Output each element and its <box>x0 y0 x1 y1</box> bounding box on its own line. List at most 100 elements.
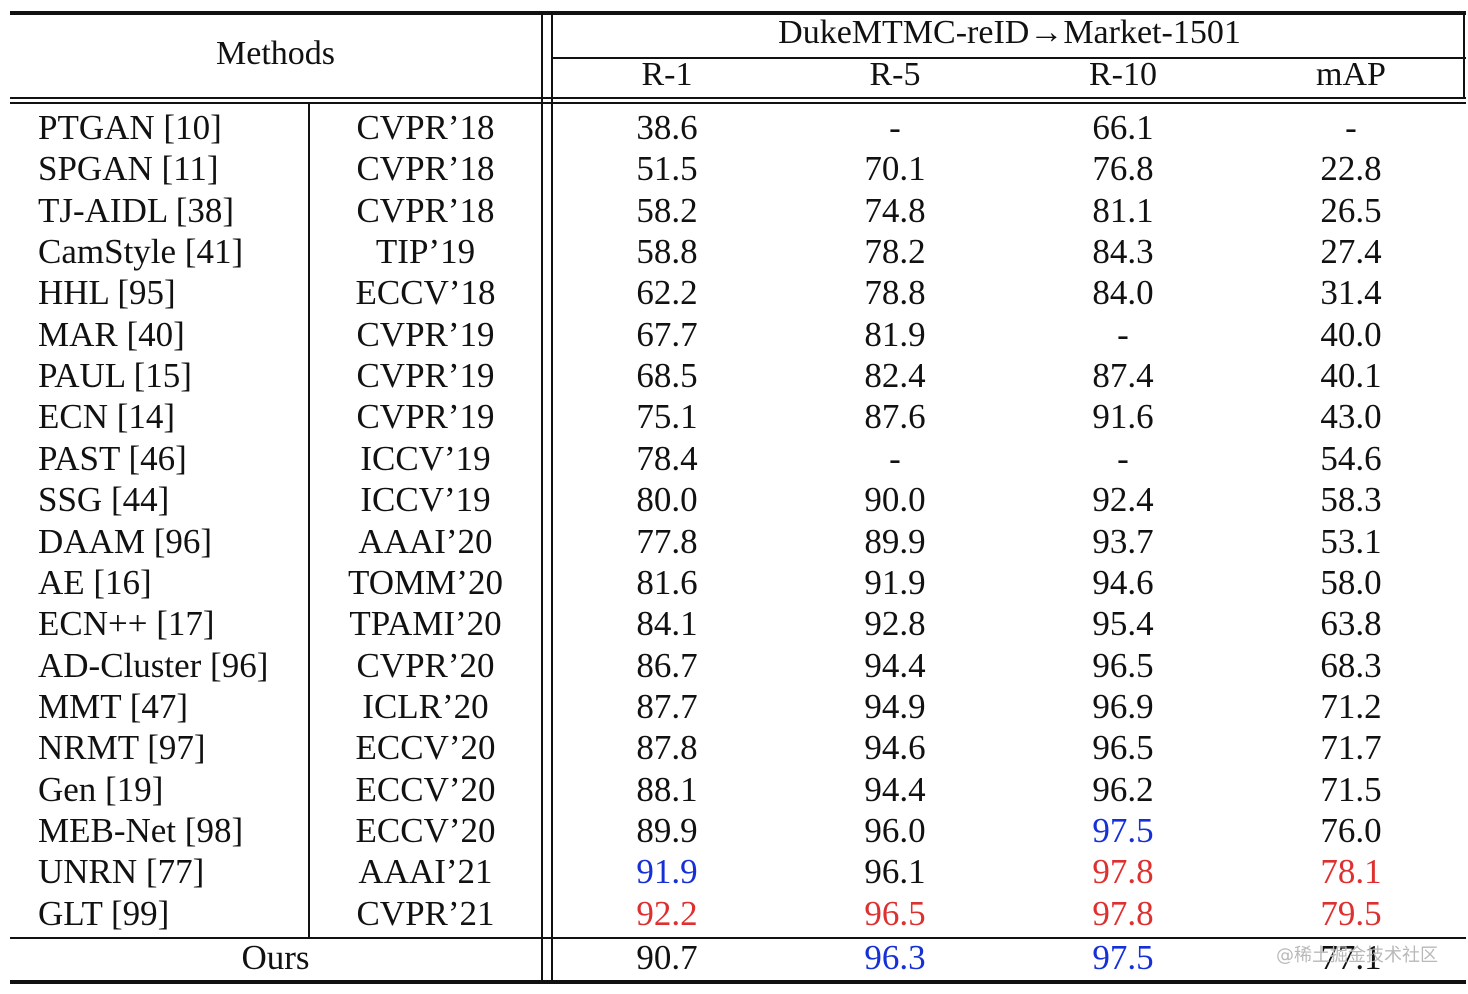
cell-venue: CVPR’18 <box>356 108 495 147</box>
cell-method: ECN++ [17] <box>38 604 215 644</box>
bottom-rule <box>10 980 1466 984</box>
cell-map: 71.2 <box>1320 686 1382 726</box>
cell-venue: CVPR’20 <box>356 645 495 685</box>
cell-r5: 78.2 <box>864 232 926 272</box>
cell-method: PAUL [15] <box>38 356 192 396</box>
cell-r5: 74.8 <box>864 190 926 230</box>
cell-r10: 95.4 <box>1092 604 1154 644</box>
cell-r5: - <box>889 108 901 147</box>
header-rule-2 <box>10 102 1466 104</box>
cell-method: DAAM [96] <box>38 521 213 561</box>
cell-r10: 96.5 <box>1092 728 1154 768</box>
cell-venue: ECCV’20 <box>355 769 496 809</box>
cell-r1: 75.1 <box>636 397 698 437</box>
cell-r10: 96.5 <box>1092 645 1154 685</box>
cell-r5: 90.0 <box>864 480 926 520</box>
cell-r5: 89.9 <box>864 521 926 561</box>
cell-method: Gen [19] <box>38 769 164 809</box>
cell-r5: 70.1 <box>864 149 926 189</box>
ours-map: 77.1 <box>1320 938 1382 977</box>
cell-venue: ICCV’19 <box>360 438 491 478</box>
cell-map: 71.5 <box>1320 769 1382 809</box>
cell-r10: 92.4 <box>1092 480 1154 520</box>
cell-r1: 51.5 <box>636 149 698 189</box>
cell-method: NRMT [97] <box>38 728 206 768</box>
cell-r5: - <box>889 438 901 478</box>
cell-method: CamStyle [41] <box>38 232 244 272</box>
metric-header-r1: R-1 <box>641 56 693 93</box>
cell-method: TJ-AIDL [38] <box>38 190 235 230</box>
cell-r1: 78.4 <box>636 438 698 478</box>
cell-r5: 96.0 <box>864 810 926 850</box>
cell-r5: 92.8 <box>864 604 926 644</box>
cell-r1: 89.9 <box>636 810 698 850</box>
cell-r10: 97.8 <box>1092 852 1154 892</box>
cell-r5: 82.4 <box>864 356 926 396</box>
cell-r1: 77.8 <box>636 521 698 561</box>
dataset-header: DukeMTMC-reID→Market-1501 <box>778 14 1241 51</box>
venue-divider <box>308 104 310 937</box>
cell-map: 40.0 <box>1320 314 1382 354</box>
ours-method: Ours <box>241 938 310 977</box>
cell-r10: 84.0 <box>1092 273 1154 313</box>
cell-venue: CVPR’18 <box>356 149 495 189</box>
cell-method: MAR [40] <box>38 314 185 354</box>
cell-r10: 76.8 <box>1092 149 1154 189</box>
metric-header-map: mAP <box>1316 56 1386 93</box>
cell-venue: AAAI’21 <box>358 852 493 892</box>
cell-r1: 86.7 <box>636 645 698 685</box>
cell-venue: CVPR’21 <box>356 893 495 933</box>
cell-r10: 97.5 <box>1092 810 1154 850</box>
cell-map: 31.4 <box>1320 273 1382 313</box>
cell-r1: 91.9 <box>636 852 698 892</box>
cell-r1: 62.2 <box>636 273 698 313</box>
cell-r5: 78.8 <box>864 273 926 313</box>
cell-r5: 94.4 <box>864 645 926 685</box>
header-rule-1 <box>10 97 1466 99</box>
cell-r1: 38.6 <box>636 108 698 147</box>
cell-method: MEB-Net [98] <box>38 810 244 850</box>
cell-r10: 84.3 <box>1092 232 1154 272</box>
cell-venue: ICLR’20 <box>362 686 489 726</box>
cell-method: SSG [44] <box>38 480 170 520</box>
cell-map: 43.0 <box>1320 397 1382 437</box>
methods-header: Methods <box>216 35 335 72</box>
cell-method: AD-Cluster [96] <box>38 645 269 685</box>
cell-map: 68.3 <box>1320 645 1382 685</box>
cell-r10: 66.1 <box>1092 108 1154 147</box>
cell-r10: 94.6 <box>1092 562 1154 602</box>
cell-venue: ECCV’18 <box>355 273 496 313</box>
methods-divider-left <box>541 15 543 982</box>
cell-r5: 96.5 <box>864 893 926 933</box>
cell-r10: - <box>1117 314 1129 354</box>
cell-r10: - <box>1117 438 1129 478</box>
cell-map: 58.0 <box>1320 562 1382 602</box>
cell-r1: 88.1 <box>636 769 698 809</box>
ours-r1: 90.7 <box>636 938 698 977</box>
cell-r10: 81.1 <box>1092 190 1154 230</box>
cell-method: MMT [47] <box>38 686 189 726</box>
cell-r1: 68.5 <box>636 356 698 396</box>
cell-map: 27.4 <box>1320 232 1382 272</box>
cell-venue: TIP’19 <box>375 232 476 272</box>
cell-map: 78.1 <box>1320 852 1382 892</box>
comparison-table: Methods DukeMTMC-reID→Market-1501 R-1 R-… <box>10 0 1466 994</box>
cell-method: ECN [14] <box>38 397 176 437</box>
cell-venue: TOMM’20 <box>348 562 503 602</box>
cell-map: 53.1 <box>1320 521 1382 561</box>
methods-divider-right <box>551 15 553 982</box>
cell-r10: 93.7 <box>1092 521 1154 561</box>
cell-map: 76.0 <box>1320 810 1382 850</box>
cell-map: 54.6 <box>1320 438 1382 478</box>
metric-header-r5: R-5 <box>869 56 921 93</box>
cell-r10: 96.2 <box>1092 769 1154 809</box>
top-rule <box>10 11 1466 15</box>
cell-method: SPGAN [11] <box>38 149 219 189</box>
right-border <box>1463 15 1465 99</box>
cell-r5: 96.1 <box>864 852 926 892</box>
cell-method: PTGAN [10] <box>38 108 222 147</box>
cell-map: 26.5 <box>1320 190 1382 230</box>
cell-venue: TPAMI’20 <box>349 604 502 644</box>
cell-method: PAST [46] <box>38 438 187 478</box>
cell-map: - <box>1345 108 1357 147</box>
